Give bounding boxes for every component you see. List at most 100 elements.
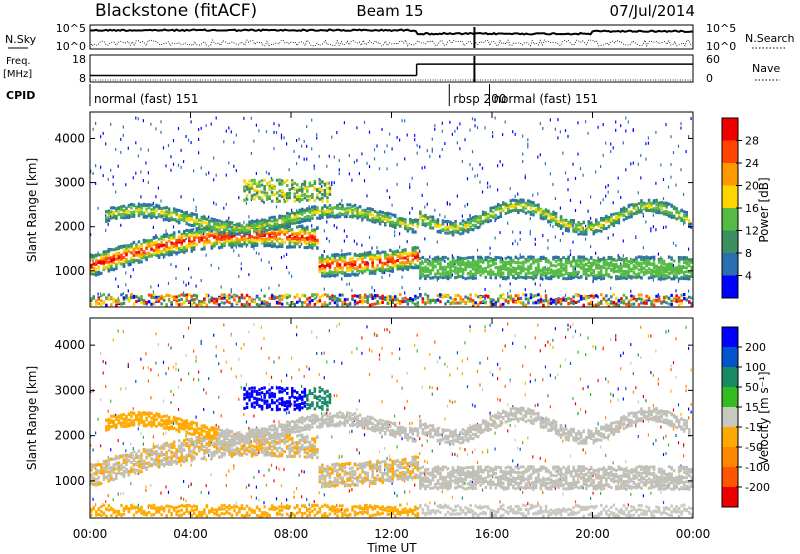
echo-cell [630,210,633,214]
echo-cell [559,218,563,222]
echo-cell [180,209,183,213]
echo-cell [147,214,151,218]
echo-cell [328,186,332,190]
echo-cell [376,250,379,254]
echo-cell [366,218,369,222]
echo-cell [517,261,520,265]
echo-cell [431,265,435,269]
echo-cell [592,274,595,278]
echo-cell [590,294,593,298]
echo-cell [348,252,352,256]
echo-cell [446,274,450,278]
echo-cell [291,228,294,231]
echo-cell [323,213,327,216]
echo-cell [519,200,523,204]
echo-cell [612,258,616,262]
echo-cell [270,178,274,182]
echo-cell [188,299,191,303]
echo-cell [434,300,437,304]
echo-cell [97,302,100,305]
echo-cell [348,273,352,277]
echo-cell [419,214,422,218]
echo-cell [582,303,585,307]
echo-cell [401,119,403,123]
echo-cell [625,296,628,300]
echo-cell [162,214,166,217]
echo-cell [517,199,520,203]
echo-cell [235,238,239,242]
echo-cell [574,223,578,227]
echo-cell [318,265,322,268]
echo-cell [461,219,465,223]
echo-cell [233,243,236,247]
echo-cell [92,262,95,266]
echo-cell [117,296,119,300]
echo-cell [160,199,162,203]
echo-cell [220,293,224,297]
echo-cell [160,302,163,306]
echo-cell [494,301,497,305]
echo-cell [137,240,141,244]
echo-cell [620,264,623,268]
echo-cell [476,265,480,269]
echo-cell [617,212,621,216]
echo-cell [110,213,112,217]
echo-cell [190,217,193,221]
echo-cell [120,208,123,212]
echo-cell [97,251,99,255]
echo-cell [396,265,399,269]
echo-cell [502,263,505,267]
echo-cell [316,295,318,299]
echo-cell [617,218,621,222]
echo-cell [255,242,259,246]
echo-cell [461,227,465,231]
echo-cell [331,214,334,218]
echo-cell [471,219,475,223]
echo-cell [399,224,402,228]
echo-cell [519,266,523,270]
echo-cell [230,302,234,306]
echo-cell [612,293,616,297]
echo-cell [198,225,201,229]
echo-cell [371,261,374,265]
echo-cell [479,222,482,226]
echo-cell [421,214,425,218]
echo-cell [572,256,575,260]
echo-cell [484,219,487,223]
echo-cell [293,195,296,199]
echo-cell [90,302,93,306]
echo-cell [265,244,269,248]
echo-cell [120,255,123,259]
echo-cell [451,221,455,225]
echo-cell [175,299,178,303]
echo-cell [554,264,558,268]
echo-cell [301,212,304,216]
echo-cell [233,164,235,168]
echo-cell [230,239,234,243]
echo-cell [323,204,327,208]
echo-cell [363,296,367,299]
echo-cell [582,265,585,269]
echo-cell [346,203,349,207]
echo-cell [193,169,195,173]
echo-cell [424,277,427,280]
echo-cell [469,297,472,301]
echo-cell [394,259,397,263]
echo-cell [336,259,339,263]
echo-cell [140,195,142,199]
echo-cell [105,210,108,214]
echo-cell [213,301,216,305]
echo-cell [255,194,259,198]
echo-cell [585,227,588,231]
echo-cell [411,258,415,262]
echo-cell [308,215,312,219]
echo-cell [293,215,296,219]
echo-cell [414,252,417,256]
echo-cell [368,212,372,216]
echo-cell [454,276,457,279]
echo-cell [484,294,487,298]
echo-cell [622,276,626,280]
echo-cell [250,178,254,182]
echo-cell [275,178,279,182]
echo-cell [313,179,317,183]
